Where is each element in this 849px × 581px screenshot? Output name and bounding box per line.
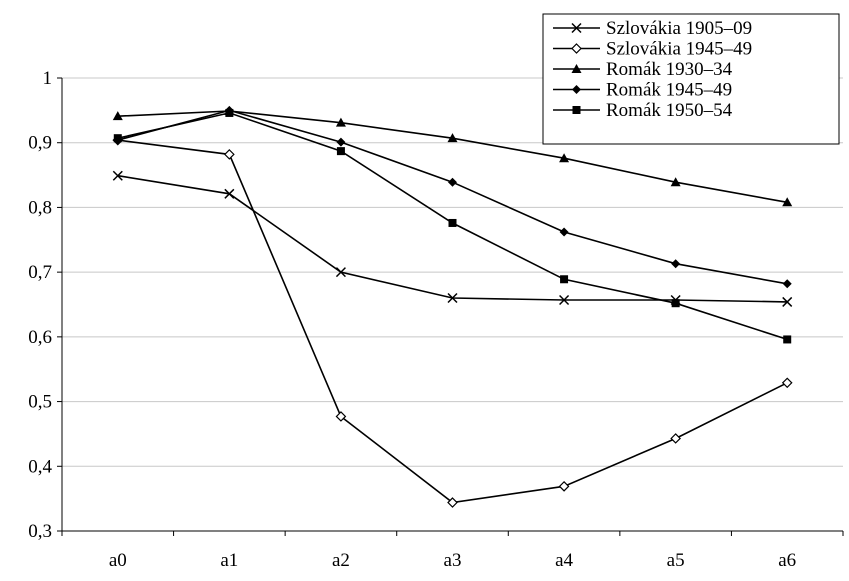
data-point-diamond-open	[781, 377, 793, 389]
y-tick-label: 0,8	[28, 197, 52, 218]
data-point-triangle	[782, 197, 793, 207]
data-point-diamond-open	[335, 411, 347, 422]
data-point-triangle	[335, 117, 346, 127]
y-tick-label: 0,3	[28, 521, 52, 542]
data-point-square	[560, 275, 569, 284]
data-point-square	[225, 108, 234, 117]
data-point-diamond-filled	[559, 227, 569, 237]
data-point-square	[113, 134, 122, 143]
data-point-diamond-open	[558, 480, 570, 492]
legend-label: Szlovákia 1905–09	[606, 18, 752, 39]
series-group	[112, 170, 793, 307]
y-tick-label: 0,4	[28, 456, 52, 477]
y-tick-label: 0,9	[28, 133, 52, 154]
data-point-square	[783, 335, 792, 344]
x-tick-label: a4	[555, 550, 573, 571]
y-tick-label: 0,5	[28, 392, 52, 413]
data-point-diamond-open	[447, 497, 458, 508]
data-point-diamond-filled	[448, 177, 457, 187]
data-point-x	[335, 267, 346, 278]
x-tick-label: a1	[220, 550, 238, 571]
data-point-x	[112, 170, 123, 181]
series-group	[113, 108, 792, 344]
series-line	[117, 174, 788, 303]
data-point-x	[224, 188, 235, 199]
x-tick-label: a3	[444, 550, 462, 571]
x-tick-label: a5	[667, 550, 685, 571]
data-point-x	[559, 294, 570, 306]
data-point-diamond-filled	[671, 259, 681, 269]
y-tick-label: 0,6	[28, 327, 52, 348]
data-point-square	[671, 299, 680, 308]
legend-box	[542, 13, 840, 145]
legend-label: Romák 1930–34	[606, 59, 733, 80]
y-tick-label: 0,7	[28, 262, 52, 283]
x-tick-label: a6	[778, 550, 796, 571]
data-point-triangle	[112, 111, 123, 121]
legend-label: Romák 1950–54	[606, 100, 733, 121]
data-point-diamond-open	[670, 433, 681, 444]
data-point-x	[782, 296, 793, 307]
data-point-diamond-filled	[782, 279, 792, 289]
data-point-square	[448, 218, 457, 227]
data-point-x	[571, 22, 582, 34]
legend-label: Szlovákia 1945–49	[606, 39, 752, 60]
data-point-square	[572, 106, 581, 114]
data-point-triangle	[670, 177, 681, 187]
data-point-diamond-open	[224, 149, 235, 160]
series-line	[117, 139, 788, 504]
data-point-x	[447, 292, 458, 304]
data-point-square	[336, 147, 345, 156]
x-tick-label: a0	[109, 550, 127, 571]
data-point-diamond-open	[571, 43, 582, 54]
legend-label: Romák 1945–49	[606, 80, 732, 101]
data-point-triangle	[571, 64, 582, 73]
data-point-triangle	[447, 133, 458, 143]
data-point-diamond-filled	[572, 85, 581, 94]
data-point-triangle	[559, 153, 570, 163]
x-tick-label: a2	[332, 550, 350, 571]
data-point-diamond-filled	[336, 137, 346, 147]
y-tick-label: 1	[43, 68, 53, 89]
